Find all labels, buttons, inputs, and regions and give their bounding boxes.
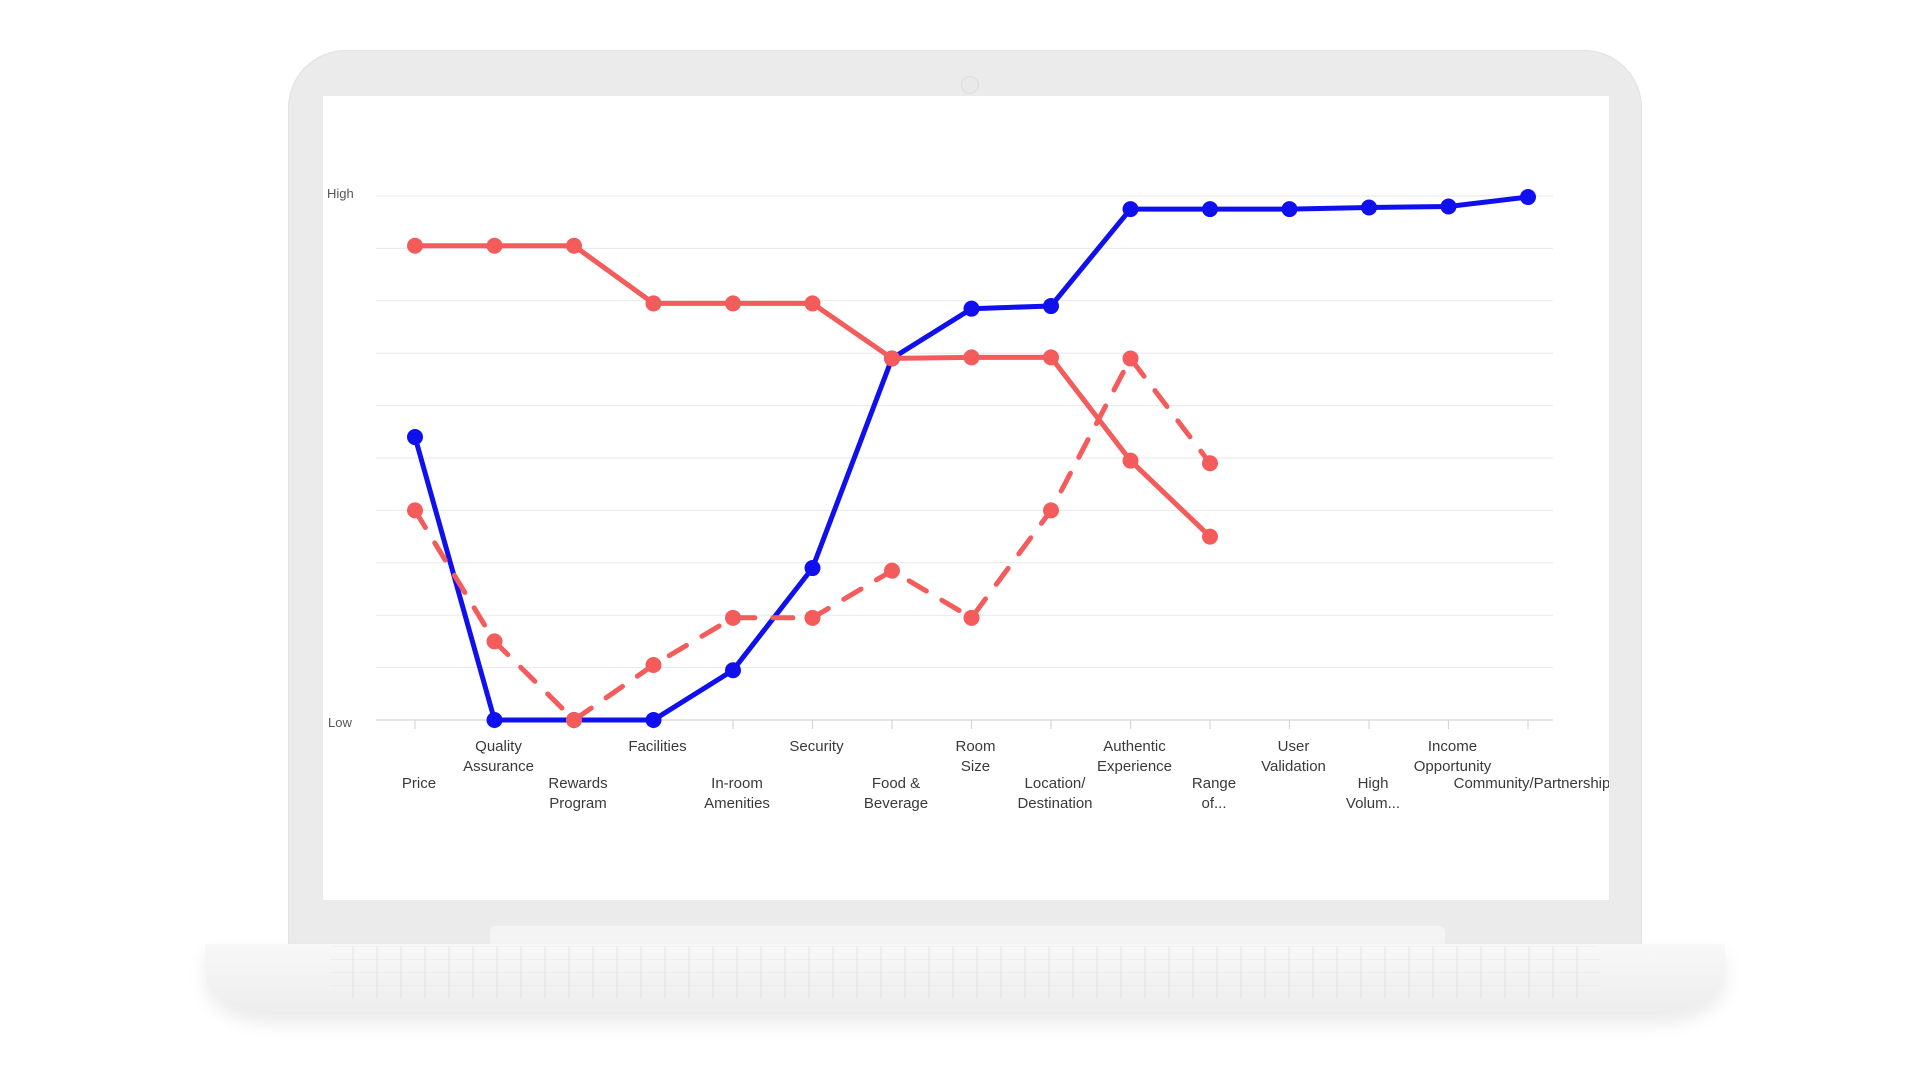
data-point — [1122, 201, 1139, 218]
data-point — [725, 609, 741, 626]
data-point — [1361, 199, 1377, 216]
x-tick-label: Authentic Experience — [1097, 738, 1172, 775]
data-point — [963, 609, 980, 626]
laptop-screen — [323, 96, 1609, 900]
x-tick-label: Facilities — [628, 738, 686, 755]
data-point — [725, 662, 741, 679]
data-point — [566, 712, 582, 728]
data-point — [725, 295, 741, 312]
y-tick-label-low: Low — [328, 715, 352, 730]
x-tick-label: Rewards Program — [548, 775, 607, 812]
data-point — [804, 295, 821, 312]
data-point — [804, 560, 821, 577]
laptop-base — [205, 944, 1725, 1014]
data-point — [407, 502, 423, 519]
x-tick-label: Quality Assurance — [463, 738, 534, 775]
series-2 — [407, 237, 1218, 545]
series-line — [412, 243, 1213, 540]
data-point — [1043, 349, 1059, 366]
laptop-hinge — [490, 926, 1445, 944]
data-point — [486, 633, 503, 650]
data-point — [1202, 528, 1218, 545]
data-point — [1520, 189, 1536, 206]
x-tick-label: In-room Amenities — [704, 775, 770, 812]
data-point — [1122, 350, 1139, 367]
line-chart: High Low Price Quality Assurance Rewards Pro… — [327, 186, 1609, 812]
data-point — [407, 429, 423, 446]
series-3 — [407, 350, 1218, 728]
data-point — [1440, 198, 1457, 215]
data-point — [645, 712, 662, 728]
data-point — [407, 237, 423, 254]
data-point — [1043, 298, 1059, 315]
data-point — [963, 349, 980, 366]
data-point — [804, 609, 821, 626]
x-tick-label: Price — [402, 775, 436, 792]
data-point — [645, 656, 662, 673]
x-tick-label: Room Size — [955, 738, 995, 775]
x-tick-label: Location/Destination — [1017, 775, 1092, 812]
data-point — [1202, 201, 1218, 218]
data-point — [884, 350, 900, 367]
data-point — [645, 295, 662, 312]
x-tick-label: Security — [789, 738, 844, 755]
series-lines — [407, 189, 1536, 728]
x-tick-label: User Validation — [1261, 738, 1326, 775]
x-tick-label: Food & Beverage — [864, 775, 928, 812]
x-tick-label: High Volum... — [1346, 775, 1400, 812]
x-tick-label: Community/Partnership — [1454, 775, 1609, 792]
grid-lines — [376, 195, 1553, 669]
data-point — [1202, 455, 1218, 472]
data-point — [963, 300, 980, 317]
data-point — [486, 237, 503, 254]
camera-icon — [961, 76, 979, 94]
y-tick-label-high: High — [327, 186, 354, 201]
x-axis-labels: Price Quality Assurance Rewards Program Facil… — [402, 738, 1609, 812]
data-point — [1281, 201, 1298, 218]
data-point — [1122, 452, 1139, 469]
data-point — [884, 562, 900, 579]
data-point — [486, 712, 503, 728]
data-point — [1043, 502, 1059, 519]
series-1 — [407, 189, 1536, 728]
data-point — [566, 237, 582, 254]
laptop-keyboard — [330, 946, 1600, 998]
x-tick-label: Income Opportunity — [1414, 738, 1492, 775]
x-tick-label: Range of... — [1192, 775, 1236, 812]
